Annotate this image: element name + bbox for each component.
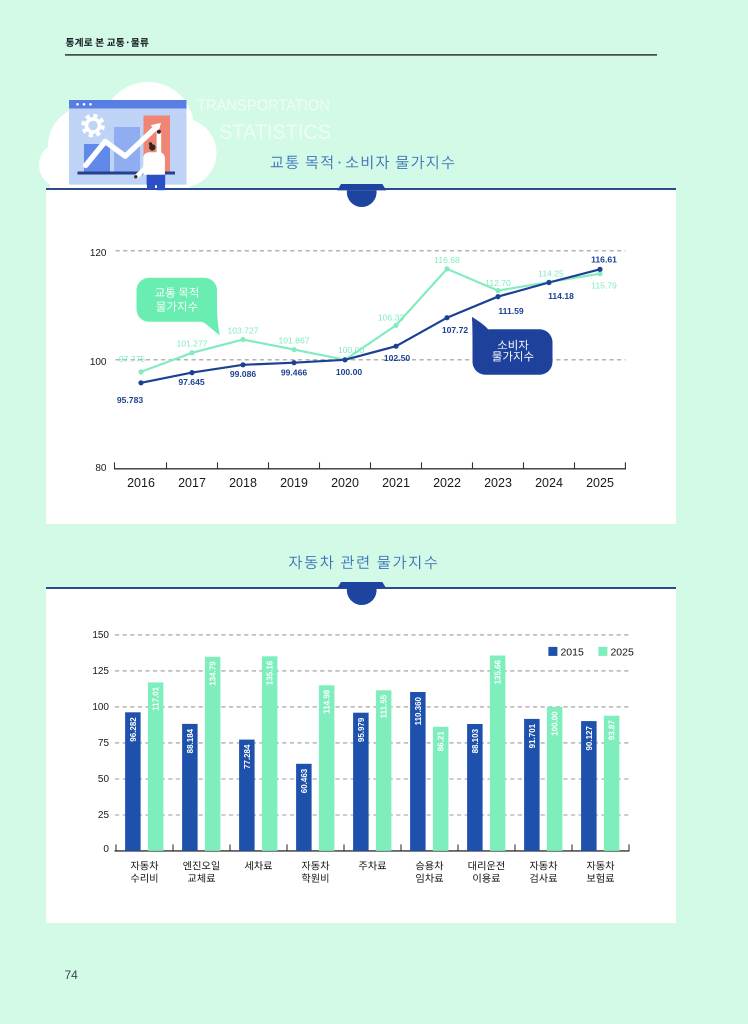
svg-text:50: 50 bbox=[98, 774, 110, 785]
svg-text:150: 150 bbox=[92, 629, 109, 640]
svg-text:99.086: 99.086 bbox=[230, 369, 257, 379]
svg-text:125: 125 bbox=[92, 665, 109, 676]
svg-text:95.783: 95.783 bbox=[117, 395, 144, 405]
svg-text:106.33: 106.33 bbox=[378, 312, 405, 322]
svg-text:101.277: 101.277 bbox=[176, 338, 207, 348]
svg-text:120: 120 bbox=[90, 248, 107, 259]
svg-text:2015: 2015 bbox=[560, 647, 583, 658]
svg-text:88.103: 88.103 bbox=[471, 728, 480, 753]
svg-text:111.59: 111.59 bbox=[498, 306, 524, 316]
svg-text:103.727: 103.727 bbox=[227, 325, 258, 335]
svg-text:2017: 2017 bbox=[178, 476, 206, 490]
svg-text:2018: 2018 bbox=[229, 476, 257, 490]
svg-text:88.184: 88.184 bbox=[186, 728, 195, 753]
svg-text:99.466: 99.466 bbox=[281, 367, 308, 377]
svg-text:2022: 2022 bbox=[433, 476, 461, 490]
svg-text:100.00: 100.00 bbox=[336, 367, 363, 377]
svg-text:115.79: 115.79 bbox=[591, 280, 617, 290]
svg-text:116.61: 116.61 bbox=[591, 254, 617, 264]
svg-text:102.50: 102.50 bbox=[384, 353, 411, 363]
svg-text:2025: 2025 bbox=[586, 476, 614, 490]
svg-text:97.775: 97.775 bbox=[119, 354, 146, 364]
svg-text:100.00: 100.00 bbox=[551, 710, 560, 735]
svg-text:111.55: 111.55 bbox=[380, 694, 389, 718]
svg-text:107.72: 107.72 bbox=[442, 325, 469, 335]
svg-text:2021: 2021 bbox=[382, 476, 410, 490]
svg-text:STATISTICS: STATISTICS bbox=[219, 121, 331, 144]
svg-text:134.79: 134.79 bbox=[209, 660, 218, 685]
svg-text:91.701: 91.701 bbox=[528, 723, 537, 748]
svg-text:2019: 2019 bbox=[280, 476, 308, 490]
svg-text:93.87: 93.87 bbox=[608, 719, 617, 740]
svg-text:60.463: 60.463 bbox=[300, 768, 309, 793]
svg-text:114.18: 114.18 bbox=[548, 291, 574, 301]
svg-text:96.282: 96.282 bbox=[129, 716, 138, 741]
svg-text:2023: 2023 bbox=[484, 476, 512, 490]
svg-text:2025: 2025 bbox=[610, 647, 633, 658]
svg-text:116.68: 116.68 bbox=[434, 255, 460, 265]
svg-text:2016: 2016 bbox=[127, 476, 155, 490]
svg-text:TRANSPORTATION: TRANSPORTATION bbox=[197, 98, 330, 115]
svg-text:2020: 2020 bbox=[331, 476, 359, 490]
svg-text:80: 80 bbox=[95, 463, 107, 474]
svg-text:100: 100 bbox=[90, 357, 107, 368]
svg-text:114.98: 114.98 bbox=[323, 689, 332, 714]
svg-text:110.360: 110.360 bbox=[414, 696, 423, 725]
svg-text:86.21: 86.21 bbox=[437, 730, 446, 751]
svg-text:117.01: 117.01 bbox=[152, 686, 161, 711]
svg-text:90.127: 90.127 bbox=[585, 725, 594, 750]
svg-text:114.25: 114.25 bbox=[538, 268, 564, 278]
svg-text:0: 0 bbox=[103, 843, 109, 854]
svg-text:135.66: 135.66 bbox=[494, 659, 503, 684]
svg-text:95.979: 95.979 bbox=[357, 717, 366, 742]
svg-text:77.284: 77.284 bbox=[243, 744, 252, 769]
svg-text:112.70: 112.70 bbox=[485, 278, 511, 288]
svg-text:25: 25 bbox=[98, 810, 110, 821]
svg-text:75: 75 bbox=[98, 737, 110, 748]
svg-text:2024: 2024 bbox=[535, 476, 563, 490]
svg-text:135.16: 135.16 bbox=[266, 660, 275, 685]
svg-text:100.00: 100.00 bbox=[338, 345, 365, 355]
svg-text:100: 100 bbox=[92, 701, 109, 712]
svg-text:101.867: 101.867 bbox=[278, 335, 309, 345]
svg-text:97.645: 97.645 bbox=[178, 377, 205, 387]
